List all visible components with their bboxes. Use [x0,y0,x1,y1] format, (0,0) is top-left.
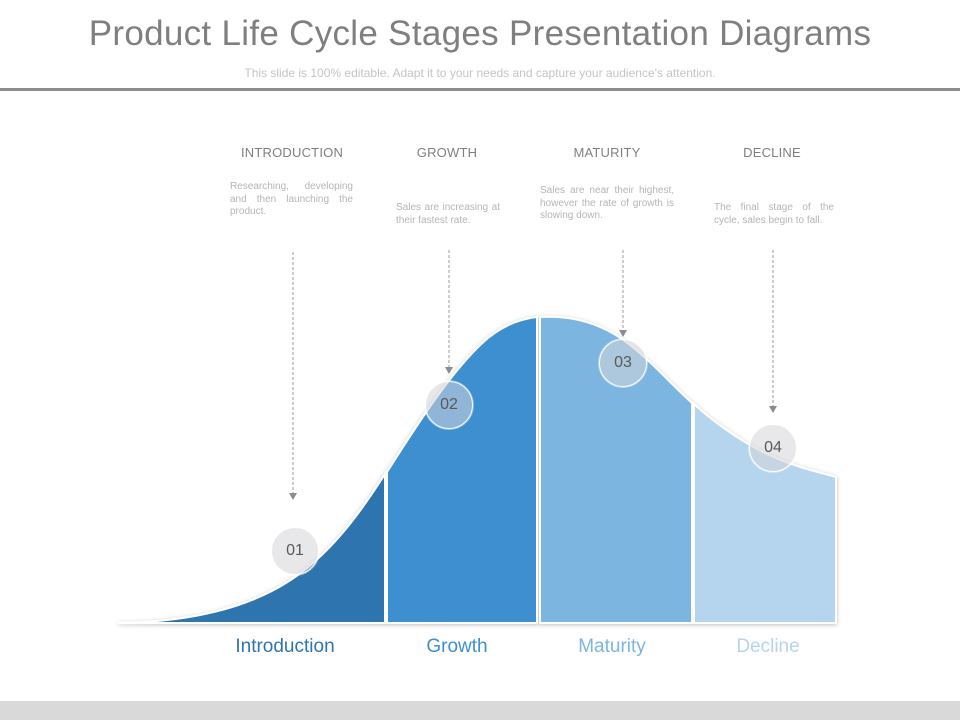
stage-badge-02: 02 [425,381,473,429]
stage-heading-introduction: INTRODUCTION [240,145,344,160]
pointer-arrow-03 [619,330,627,337]
stage-label-maturity: Maturity [578,636,646,657]
stage-description-growth: Sales are increasing at their fastest ra… [396,202,500,226]
stage-badge-03: 03 [599,339,647,387]
stage-label-introduction: Introduction [235,636,335,657]
pointer-arrow-01 [289,493,297,500]
stage-description-maturity: Sales are near their highest, however th… [540,185,674,221]
stage-description-introduction: Researching, developing and then launchi… [230,181,353,217]
pointer-arrow-02 [445,367,453,374]
stage-description-decline: The final stage of the cycle, sales begi… [714,202,834,226]
stage-heading-decline: DECLINE [743,145,801,160]
stage-02-area [386,315,538,624]
stage-badge-01: 01 [271,527,319,575]
stage-heading-growth: GROWTH [416,145,478,160]
page-title: Product Life Cycle Stages Presentation D… [88,14,872,53]
stage-badge-04: 04 [749,424,797,472]
pointer-arrow-04 [769,406,777,413]
stage-label-growth: Growth [426,636,488,657]
stage-label-decline: Decline [736,636,800,657]
stage-01-area [117,470,386,624]
footer-bar [0,701,960,720]
title-divider [0,88,960,91]
stage-heading-maturity: MATURITY [573,145,641,160]
page-subtitle: This slide is 100% editable. Adapt it to… [244,66,716,80]
